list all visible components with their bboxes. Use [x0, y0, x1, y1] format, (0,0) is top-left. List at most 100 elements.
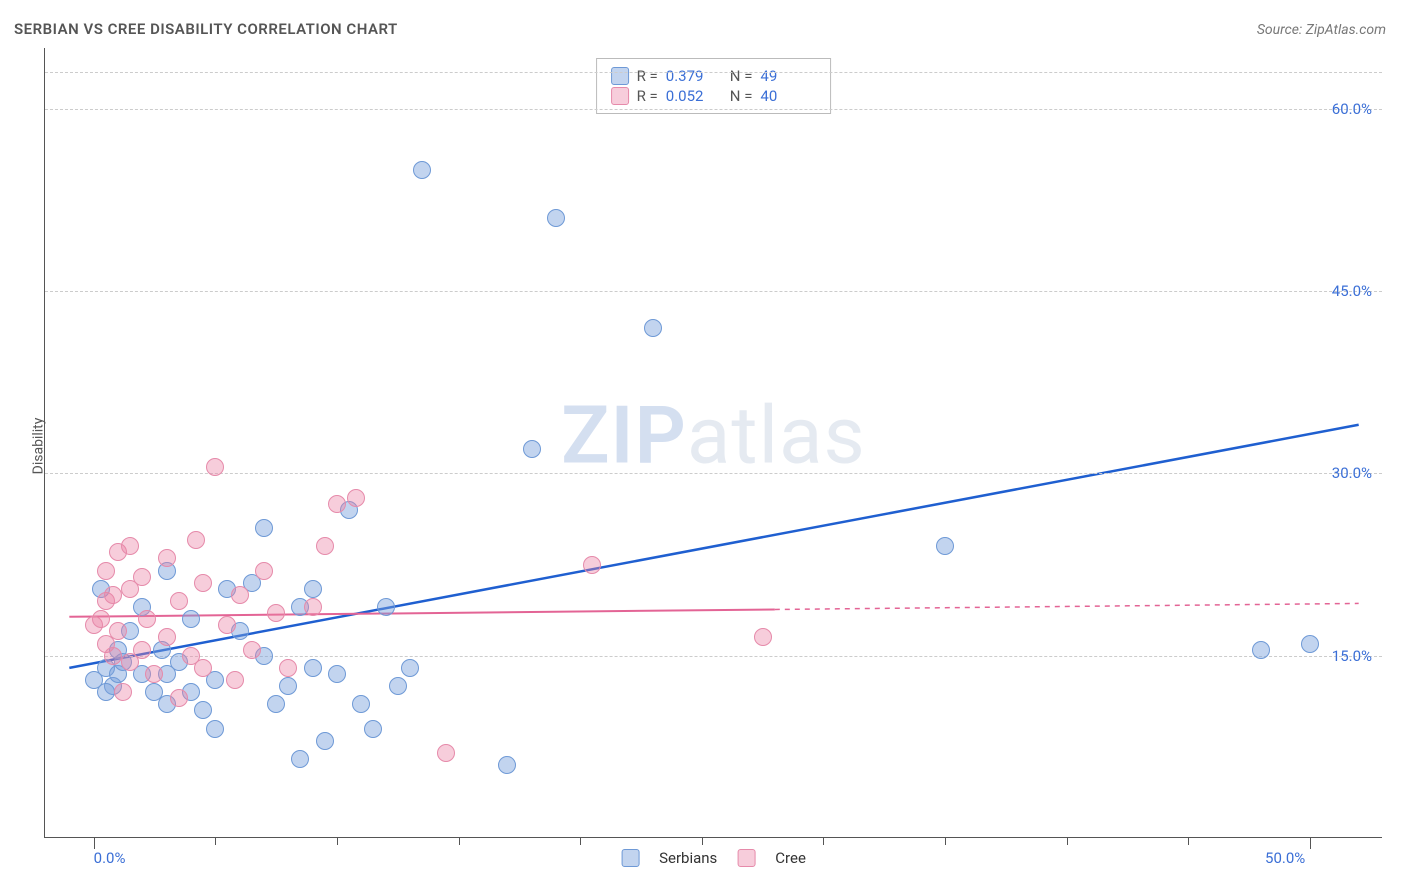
data-point [133, 568, 151, 586]
data-point [97, 562, 115, 580]
legend-row: R = 0.379 N = 49 [611, 67, 817, 85]
data-point [304, 598, 322, 616]
data-point [158, 549, 176, 567]
y-tick-label: 45.0% [1332, 282, 1372, 300]
y-tick-label: 60.0% [1332, 100, 1372, 118]
data-point [182, 610, 200, 628]
watermark: ZIPatlas [561, 388, 866, 482]
source-credit: Source: ZipAtlas.com [1257, 22, 1386, 38]
data-point [194, 701, 212, 719]
legend-n-label: N = [730, 67, 753, 85]
data-point [170, 592, 188, 610]
data-point [206, 458, 224, 476]
data-point [104, 586, 122, 604]
data-point [437, 744, 455, 762]
data-point [352, 695, 370, 713]
legend-swatch [621, 849, 639, 867]
y-tick-label: 30.0% [1332, 464, 1372, 482]
data-point [304, 580, 322, 598]
data-point [364, 720, 382, 738]
legend-r-value: 0.052 [666, 87, 722, 105]
x-tick-minor [945, 837, 946, 845]
x-tick-minor [702, 837, 703, 845]
legend-swatch [611, 87, 629, 105]
x-tick-major [1310, 837, 1311, 849]
data-point [194, 574, 212, 592]
x-tick-minor [215, 837, 216, 845]
data-point [523, 440, 541, 458]
data-point [936, 537, 954, 555]
plot-area: ZIPatlas R =0.379N =49R =0.052N =40 Serb… [44, 48, 1382, 838]
x-tick-minor [1067, 837, 1068, 845]
y-tick-label: 15.0% [1332, 647, 1372, 665]
legend-label: Serbians [659, 849, 717, 867]
data-point [377, 598, 395, 616]
x-tick-label: 50.0% [1265, 849, 1305, 867]
data-point [187, 531, 205, 549]
data-point [316, 537, 334, 555]
chart-title: SERBIAN VS CREE DISABILITY CORRELATION C… [14, 20, 398, 38]
data-point [583, 556, 601, 574]
data-point [97, 683, 115, 701]
data-point [401, 659, 419, 677]
legend-swatch [611, 67, 629, 85]
data-point [133, 641, 151, 659]
legend-r-label: R = [637, 87, 658, 105]
data-point [1252, 641, 1270, 659]
data-point [109, 622, 127, 640]
data-point [226, 671, 244, 689]
gridline [45, 109, 1382, 110]
data-point [121, 537, 139, 555]
x-tick-minor [580, 837, 581, 845]
data-point [158, 628, 176, 646]
data-point [92, 610, 110, 628]
data-point [255, 519, 273, 537]
gridline [45, 72, 1382, 73]
x-tick-minor [337, 837, 338, 845]
data-point [145, 665, 163, 683]
data-point [243, 641, 261, 659]
legend-correlation: R = 0.379 N = 49 R = 0.052 N = 40 [596, 58, 832, 114]
gridline [45, 291, 1382, 292]
x-tick-minor [1188, 837, 1189, 845]
data-point [413, 161, 431, 179]
data-point [114, 683, 132, 701]
data-point [255, 562, 273, 580]
data-point [389, 677, 407, 695]
data-point [328, 495, 346, 513]
data-point [291, 750, 309, 768]
data-point [194, 659, 212, 677]
legend-n-value: 49 [760, 67, 816, 85]
data-point [1301, 635, 1319, 653]
legend-n-label: N = [730, 87, 753, 105]
legend-label: Cree [775, 849, 806, 867]
x-tick-minor [459, 837, 460, 845]
data-point [231, 586, 249, 604]
trend-lines [45, 48, 1382, 837]
data-point [644, 319, 662, 337]
data-point [347, 489, 365, 507]
data-point [104, 647, 122, 665]
data-point [170, 689, 188, 707]
data-point [328, 665, 346, 683]
x-tick-label: 0.0% [94, 849, 126, 867]
legend-n-value: 40 [760, 87, 816, 105]
data-point [498, 756, 516, 774]
legend-swatch [737, 849, 755, 867]
data-point [304, 659, 322, 677]
data-point [279, 659, 297, 677]
data-point [547, 209, 565, 227]
x-tick-minor [823, 837, 824, 845]
chart-container: SERBIAN VS CREE DISABILITY CORRELATION C… [0, 0, 1406, 892]
data-point [218, 616, 236, 634]
legend-r-label: R = [637, 67, 658, 85]
data-point [267, 604, 285, 622]
data-point [754, 628, 772, 646]
gridline [45, 473, 1382, 474]
legend-row: R = 0.052 N = 40 [611, 87, 817, 105]
legend-r-value: 0.379 [666, 67, 722, 85]
data-point [267, 695, 285, 713]
data-point [316, 732, 334, 750]
data-point [138, 610, 156, 628]
data-point [206, 720, 224, 738]
